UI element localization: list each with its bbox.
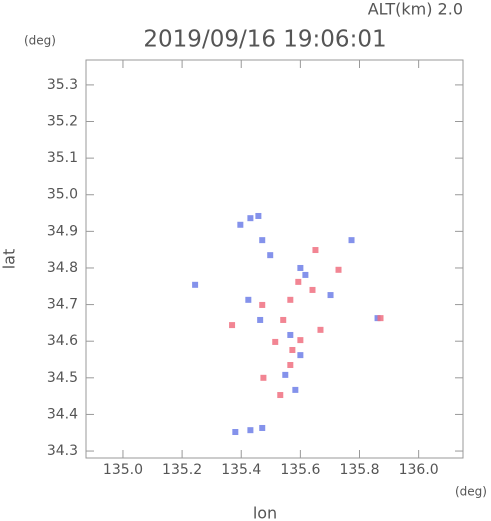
echo-point — [287, 331, 294, 338]
echo-point — [267, 252, 274, 259]
echo-point — [280, 316, 287, 323]
echo-point — [257, 316, 264, 323]
x-tick-label: 135.8 — [339, 462, 379, 478]
echo-point — [317, 326, 324, 333]
echo-point — [247, 427, 254, 434]
y-tick-label: 35.2 — [47, 114, 78, 130]
y-tick-label: 34.9 — [47, 223, 78, 239]
y-tick-label: 35.3 — [47, 77, 78, 93]
echo-point — [302, 271, 309, 278]
echo-point — [245, 296, 252, 303]
y-tick-label: 34.5 — [47, 370, 78, 386]
x-tick-label: 135.6 — [280, 462, 320, 478]
y-tick-label: 34.3 — [47, 443, 78, 459]
x-tick-label: 136.0 — [399, 462, 439, 478]
plot-frame — [85, 59, 464, 459]
x-unit: (deg) — [455, 485, 487, 499]
y-tick-label: 34.4 — [47, 406, 78, 422]
chart-title: 2019/09/16 19:06:01 — [143, 27, 386, 53]
echo-point — [277, 392, 284, 399]
echo-point — [312, 247, 319, 254]
echo-point — [272, 338, 279, 345]
echo-point — [287, 361, 294, 368]
echo-point — [297, 337, 304, 344]
echo-point — [292, 386, 299, 393]
y-axis-label: lat — [0, 249, 19, 270]
echo-point — [255, 212, 262, 219]
y-tick-label: 34.7 — [47, 297, 78, 313]
x-axis-label: lon — [253, 504, 277, 521]
echo-point — [247, 215, 254, 222]
x-tick-label: 135.4 — [221, 462, 261, 478]
echo-point — [259, 237, 266, 244]
y-tick-label: 34.8 — [47, 260, 78, 276]
echo-point — [327, 292, 334, 299]
echo-point — [232, 429, 239, 436]
echo-point — [289, 346, 296, 353]
echo-point — [295, 278, 302, 285]
echo-point — [260, 374, 267, 381]
echo-point — [335, 266, 342, 273]
echo-point — [282, 371, 289, 378]
altitude-label: ALT(km) 2.0 — [368, 0, 463, 19]
echo-point — [237, 221, 244, 228]
x-tick-label: 135.0 — [103, 462, 143, 478]
y-unit: (deg) — [24, 34, 56, 48]
echo-point — [259, 301, 266, 308]
echo-point — [297, 264, 304, 271]
echo-point — [377, 315, 384, 322]
x-tick-label: 135.2 — [162, 462, 202, 478]
echo-point — [259, 424, 266, 431]
echo-point — [348, 237, 355, 244]
y-tick-label: 35.1 — [47, 150, 78, 166]
echo-point — [297, 352, 304, 359]
y-tick-label: 34.6 — [47, 333, 78, 349]
y-tick-label: 35.0 — [47, 187, 78, 203]
echo-point — [229, 322, 236, 329]
echo-point — [287, 296, 294, 303]
echo-point — [309, 286, 316, 293]
echo-point — [192, 281, 199, 288]
